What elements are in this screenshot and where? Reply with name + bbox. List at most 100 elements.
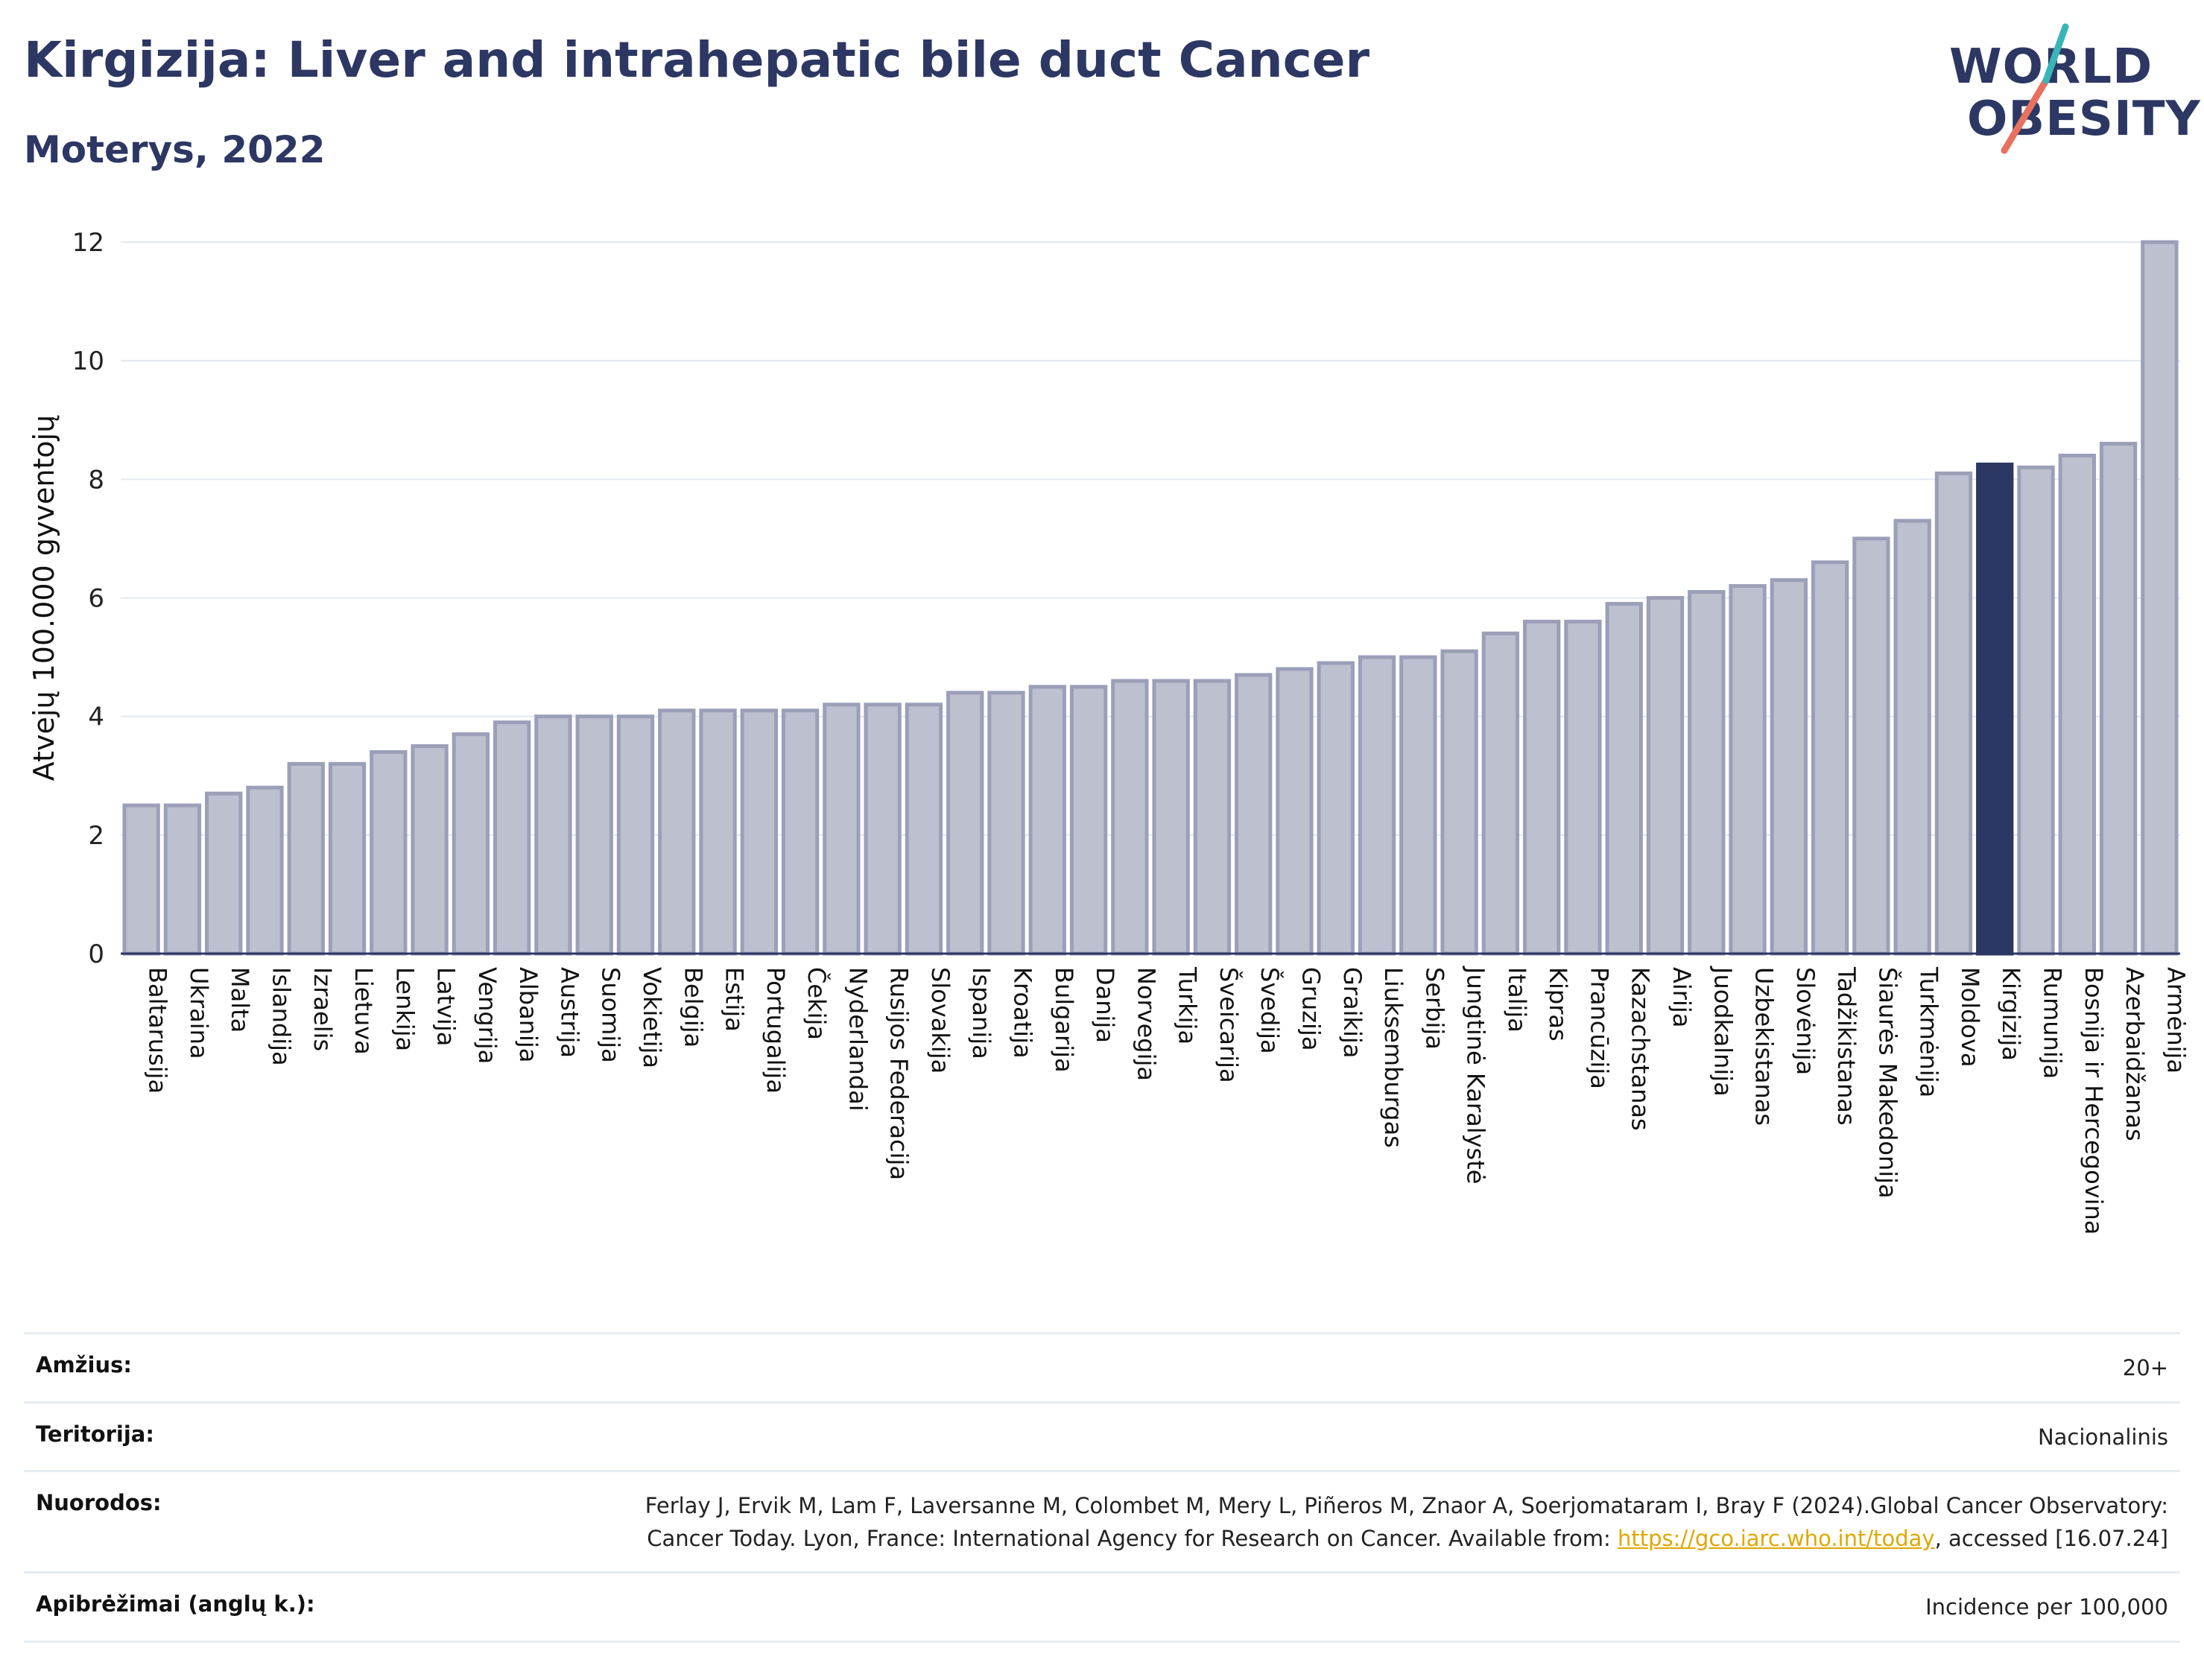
x-tick-label: Danija <box>1091 967 1119 1043</box>
bar-31[interactable] <box>1399 655 1437 956</box>
x-tick-label: Juodkalnija <box>1709 966 1737 1097</box>
bar-36[interactable] <box>1605 601 1643 956</box>
x-tick-label: Kroatija <box>1009 967 1037 1059</box>
y-tick-label: 6 <box>88 584 104 614</box>
bar-9[interactable] <box>493 720 531 956</box>
chart-title: Kirgizija: Liver and intrahepatic bile d… <box>24 31 1370 89</box>
bar-20[interactable] <box>946 691 984 956</box>
bar-45[interactable] <box>1976 462 2014 956</box>
y-tick-label: 0 <box>88 939 104 969</box>
x-tick-label: Azerbaidžanas <box>2121 967 2149 1141</box>
bar-12[interactable] <box>616 714 655 956</box>
x-tick-label: Latvija <box>432 967 460 1046</box>
x-tick-label: Švedija <box>1255 967 1285 1054</box>
bar-34[interactable] <box>1522 619 1561 956</box>
x-tick-label: Serbija <box>1420 967 1448 1050</box>
info-table: Amžius: 20+ Teritorija: Nacionalinis Nuo… <box>24 1332 2180 1643</box>
bar-30[interactable] <box>1358 655 1396 956</box>
bar-46[interactable] <box>2017 465 2055 956</box>
logo-slash-icon <box>2001 23 2069 154</box>
x-tick-label: Graikija <box>1338 967 1367 1058</box>
bar-26[interactable] <box>1193 679 1232 956</box>
reference-link[interactable]: https://gco.iarc.who.int/today <box>1617 1525 1935 1551</box>
x-tick-label: Ukraina <box>185 967 213 1059</box>
x-tick-label: Rusijos Federacija <box>885 967 913 1180</box>
info-value-territory: Nacionalinis <box>2037 1424 2168 1450</box>
x-tick-label: Šveicarija <box>1215 967 1244 1083</box>
bar-23[interactable] <box>1069 685 1108 956</box>
bar-18[interactable] <box>864 703 902 956</box>
x-tick-label: Armėnija <box>2162 967 2190 1074</box>
bar-49[interactable] <box>2141 240 2179 956</box>
bar-24[interactable] <box>1111 679 1149 956</box>
bar-15[interactable] <box>740 709 779 956</box>
bar-35[interactable] <box>1564 619 1602 956</box>
x-tick-label: Ispanija <box>967 967 995 1059</box>
bar-37[interactable] <box>1646 596 1685 956</box>
info-key-age: Amžius: <box>36 1352 132 1378</box>
x-tick-label: Liuksemburgas <box>1379 967 1407 1148</box>
reference-suffix: , accessed [16.07.24] <box>1934 1525 2168 1551</box>
bar-13[interactable] <box>658 709 696 956</box>
bar-5[interactable] <box>328 761 367 956</box>
bar-21[interactable] <box>987 691 1025 956</box>
chart-subtitle: Moterys, 2022 <box>24 128 326 171</box>
bar-40[interactable] <box>1770 578 1808 956</box>
x-tick-label: Albanija <box>514 967 542 1062</box>
bar-17[interactable] <box>823 703 861 956</box>
x-tick-label: Norvegija <box>1132 967 1160 1081</box>
bar-43[interactable] <box>1893 519 1931 956</box>
bar-11[interactable] <box>575 714 613 956</box>
bar-19[interactable] <box>905 703 943 956</box>
x-tick-label: Turkmėnija <box>1915 966 1943 1097</box>
reference-text: Ferlay J, Ervik M, Lam F, Laversanne M, … <box>645 1493 2168 1551</box>
x-tick-label: Moldova <box>1956 967 1984 1068</box>
bar-44[interactable] <box>1934 471 1973 956</box>
x-tick-label: Vengrija <box>473 967 501 1064</box>
bar-28[interactable] <box>1276 667 1314 956</box>
x-tick-label: Rumunija <box>2039 967 2067 1079</box>
bar-4[interactable] <box>287 761 325 956</box>
x-tick-label: Gruzija <box>1296 967 1325 1050</box>
x-tick-label: Italija <box>1503 967 1531 1033</box>
bar-7[interactable] <box>411 744 449 956</box>
bar-41[interactable] <box>1811 560 1849 956</box>
bar-32[interactable] <box>1440 649 1478 956</box>
bar-38[interactable] <box>1688 590 1726 956</box>
bar-22[interactable] <box>1028 685 1066 956</box>
bar-0[interactable] <box>122 803 160 956</box>
bar-47[interactable] <box>2058 454 2096 956</box>
bar-29[interactable] <box>1317 661 1355 956</box>
y-tick-label: 4 <box>88 703 104 732</box>
x-tick-label: Turkija <box>1174 966 1202 1045</box>
bar-6[interactable] <box>370 749 408 956</box>
x-tick-label: Lietuva <box>349 967 378 1055</box>
info-key-definitions: Apibrėžimai (anglų k.): <box>36 1591 315 1617</box>
bar-33[interactable] <box>1481 631 1520 956</box>
bar-27[interactable] <box>1235 673 1273 956</box>
bar-8[interactable] <box>452 732 490 956</box>
bar-39[interactable] <box>1729 584 1767 956</box>
bar-1[interactable] <box>163 803 202 956</box>
bar-10[interactable] <box>534 714 572 956</box>
x-tick-label: Airija <box>1668 967 1696 1027</box>
x-tick-label: Suomija <box>597 967 625 1063</box>
world-obesity-logo[interactable]: WORLD OBESITY <box>1937 22 2200 160</box>
bar-3[interactable] <box>246 785 284 956</box>
x-tick-label: Kipras <box>1544 967 1572 1042</box>
bar-42[interactable] <box>1852 536 1890 956</box>
bar-25[interactable] <box>1152 679 1190 956</box>
bar-16[interactable] <box>781 709 820 956</box>
logo-word-2: OBESITY <box>1967 92 2201 147</box>
x-tick-label: Belgija <box>679 967 707 1047</box>
bar-48[interactable] <box>2099 442 2138 956</box>
info-row-age: Amžius: 20+ <box>24 1332 2180 1401</box>
bar-14[interactable] <box>699 709 737 956</box>
info-row-references: Nuorodos: Ferlay J, Ervik M, Lam F, Lave… <box>24 1470 2180 1571</box>
bar-2[interactable] <box>205 791 243 956</box>
x-tick-label: Uzbekistanas <box>1750 967 1779 1126</box>
y-tick-label: 12 <box>72 228 104 258</box>
x-tick-label: Bosnija ir Hercegovina <box>2080 967 2108 1234</box>
x-tick-label: Islandija <box>267 967 295 1066</box>
info-key-references: Nuorodos: <box>36 1490 162 1515</box>
